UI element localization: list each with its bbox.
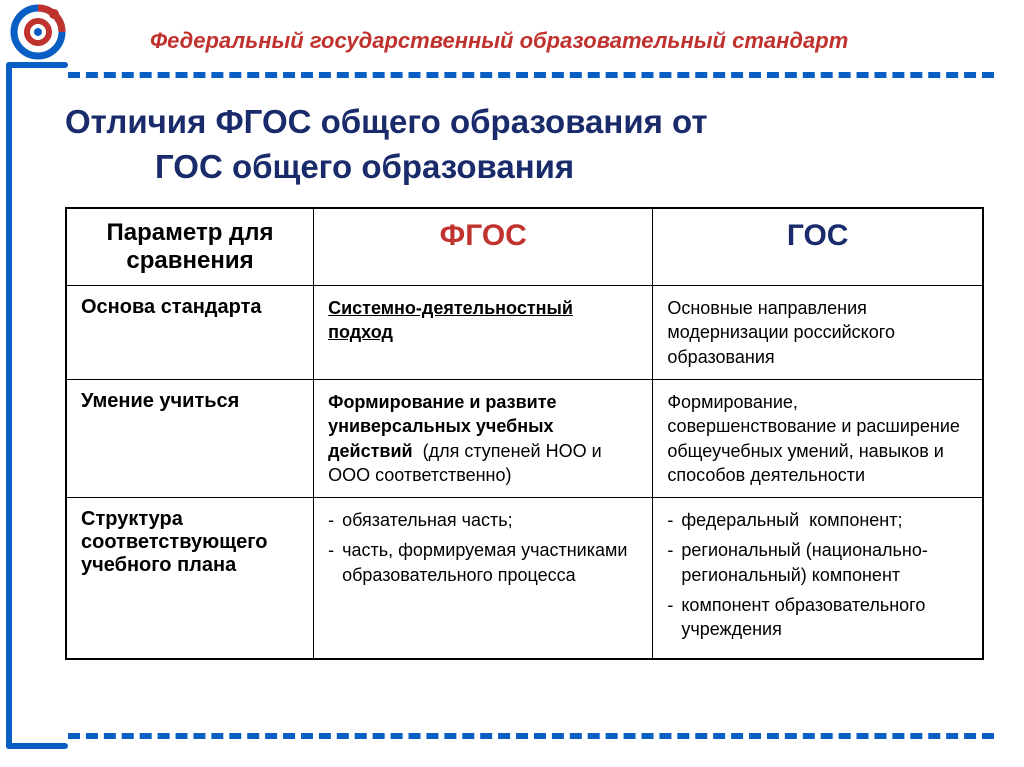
frame-corner-bot bbox=[6, 743, 68, 749]
logo-icon bbox=[10, 4, 66, 60]
divider-bottom bbox=[68, 733, 994, 739]
frame-left bbox=[6, 62, 12, 749]
cell-fgos: Формирование и развите универсальных уче… bbox=[314, 379, 653, 497]
banner-text: Федеральный государственный образователь… bbox=[150, 28, 848, 54]
frame-corner-top bbox=[6, 62, 68, 68]
divider-top bbox=[68, 72, 994, 78]
col-head-gos: ГОС bbox=[653, 208, 983, 286]
col-head-fgos: ФГОС bbox=[314, 208, 653, 286]
cell-gos: Основные направления модернизации россий… bbox=[653, 286, 983, 380]
table-row: Умение учитьсяФормирование и развите уни… bbox=[66, 379, 983, 497]
row-label: Структура соответствующего учебного план… bbox=[66, 498, 314, 659]
cell-fgos: Системно-деятельностный подход bbox=[314, 286, 653, 380]
comparison-table: Параметр для сравнения ФГОС ГОС Основа с… bbox=[65, 207, 984, 660]
row-label: Умение учиться bbox=[66, 379, 314, 497]
cell-fgos: обязательная часть;часть, формируемая уч… bbox=[314, 498, 653, 659]
table-row: Структура соответствующего учебного план… bbox=[66, 498, 983, 659]
table-row: Основа стандартаСистемно-деятельностный … bbox=[66, 286, 983, 380]
title-line1: Отличия ФГОС общего образования от bbox=[65, 103, 708, 140]
cell-gos: Формирование, совершенствование и расшир… bbox=[653, 379, 983, 497]
col-head-param: Параметр для сравнения bbox=[66, 208, 314, 286]
row-label: Основа стандарта bbox=[66, 286, 314, 380]
slide-title: Отличия ФГОС общего образования от ГОС о… bbox=[65, 100, 984, 189]
cell-gos: федеральный компонент;региональный (наци… bbox=[653, 498, 983, 659]
title-line2: ГОС общего образования bbox=[65, 145, 984, 190]
